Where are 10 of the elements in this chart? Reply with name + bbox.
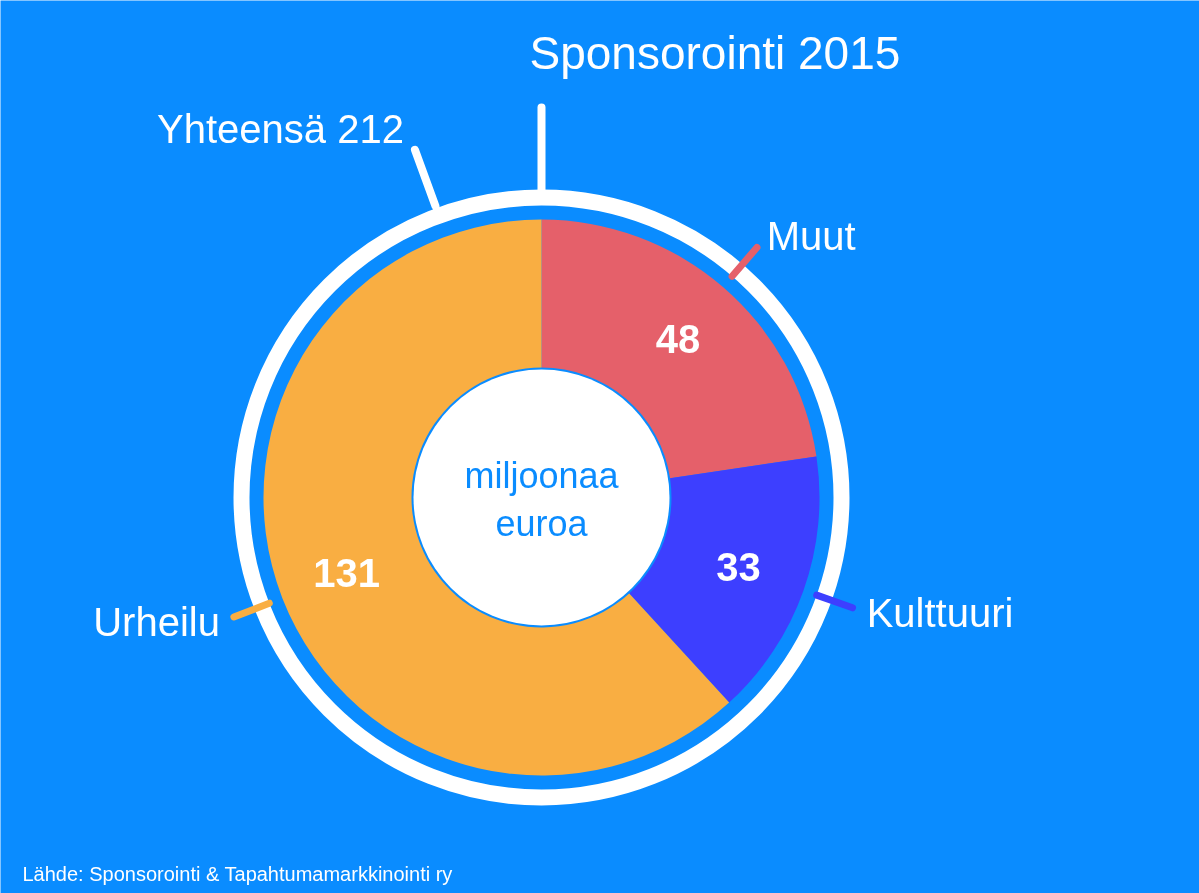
chart-subtitle: Yhteensä 212 <box>157 106 404 151</box>
data-label: 48 <box>655 317 701 362</box>
text: Lähde: Sponsorointi & Tapahtumamarkkinointi ry <box>22 862 453 885</box>
data-label: 33 <box>716 545 761 590</box>
slice-label: Muut <box>766 214 856 259</box>
text: miljoonaa euroa <box>464 455 620 544</box>
data-label: 131 <box>313 551 381 596</box>
slice-label: Urheilu <box>93 600 220 645</box>
slice-label: Kulttuuri <box>866 590 1014 635</box>
chart-title: Sponsorointi 2015 <box>529 26 901 79</box>
